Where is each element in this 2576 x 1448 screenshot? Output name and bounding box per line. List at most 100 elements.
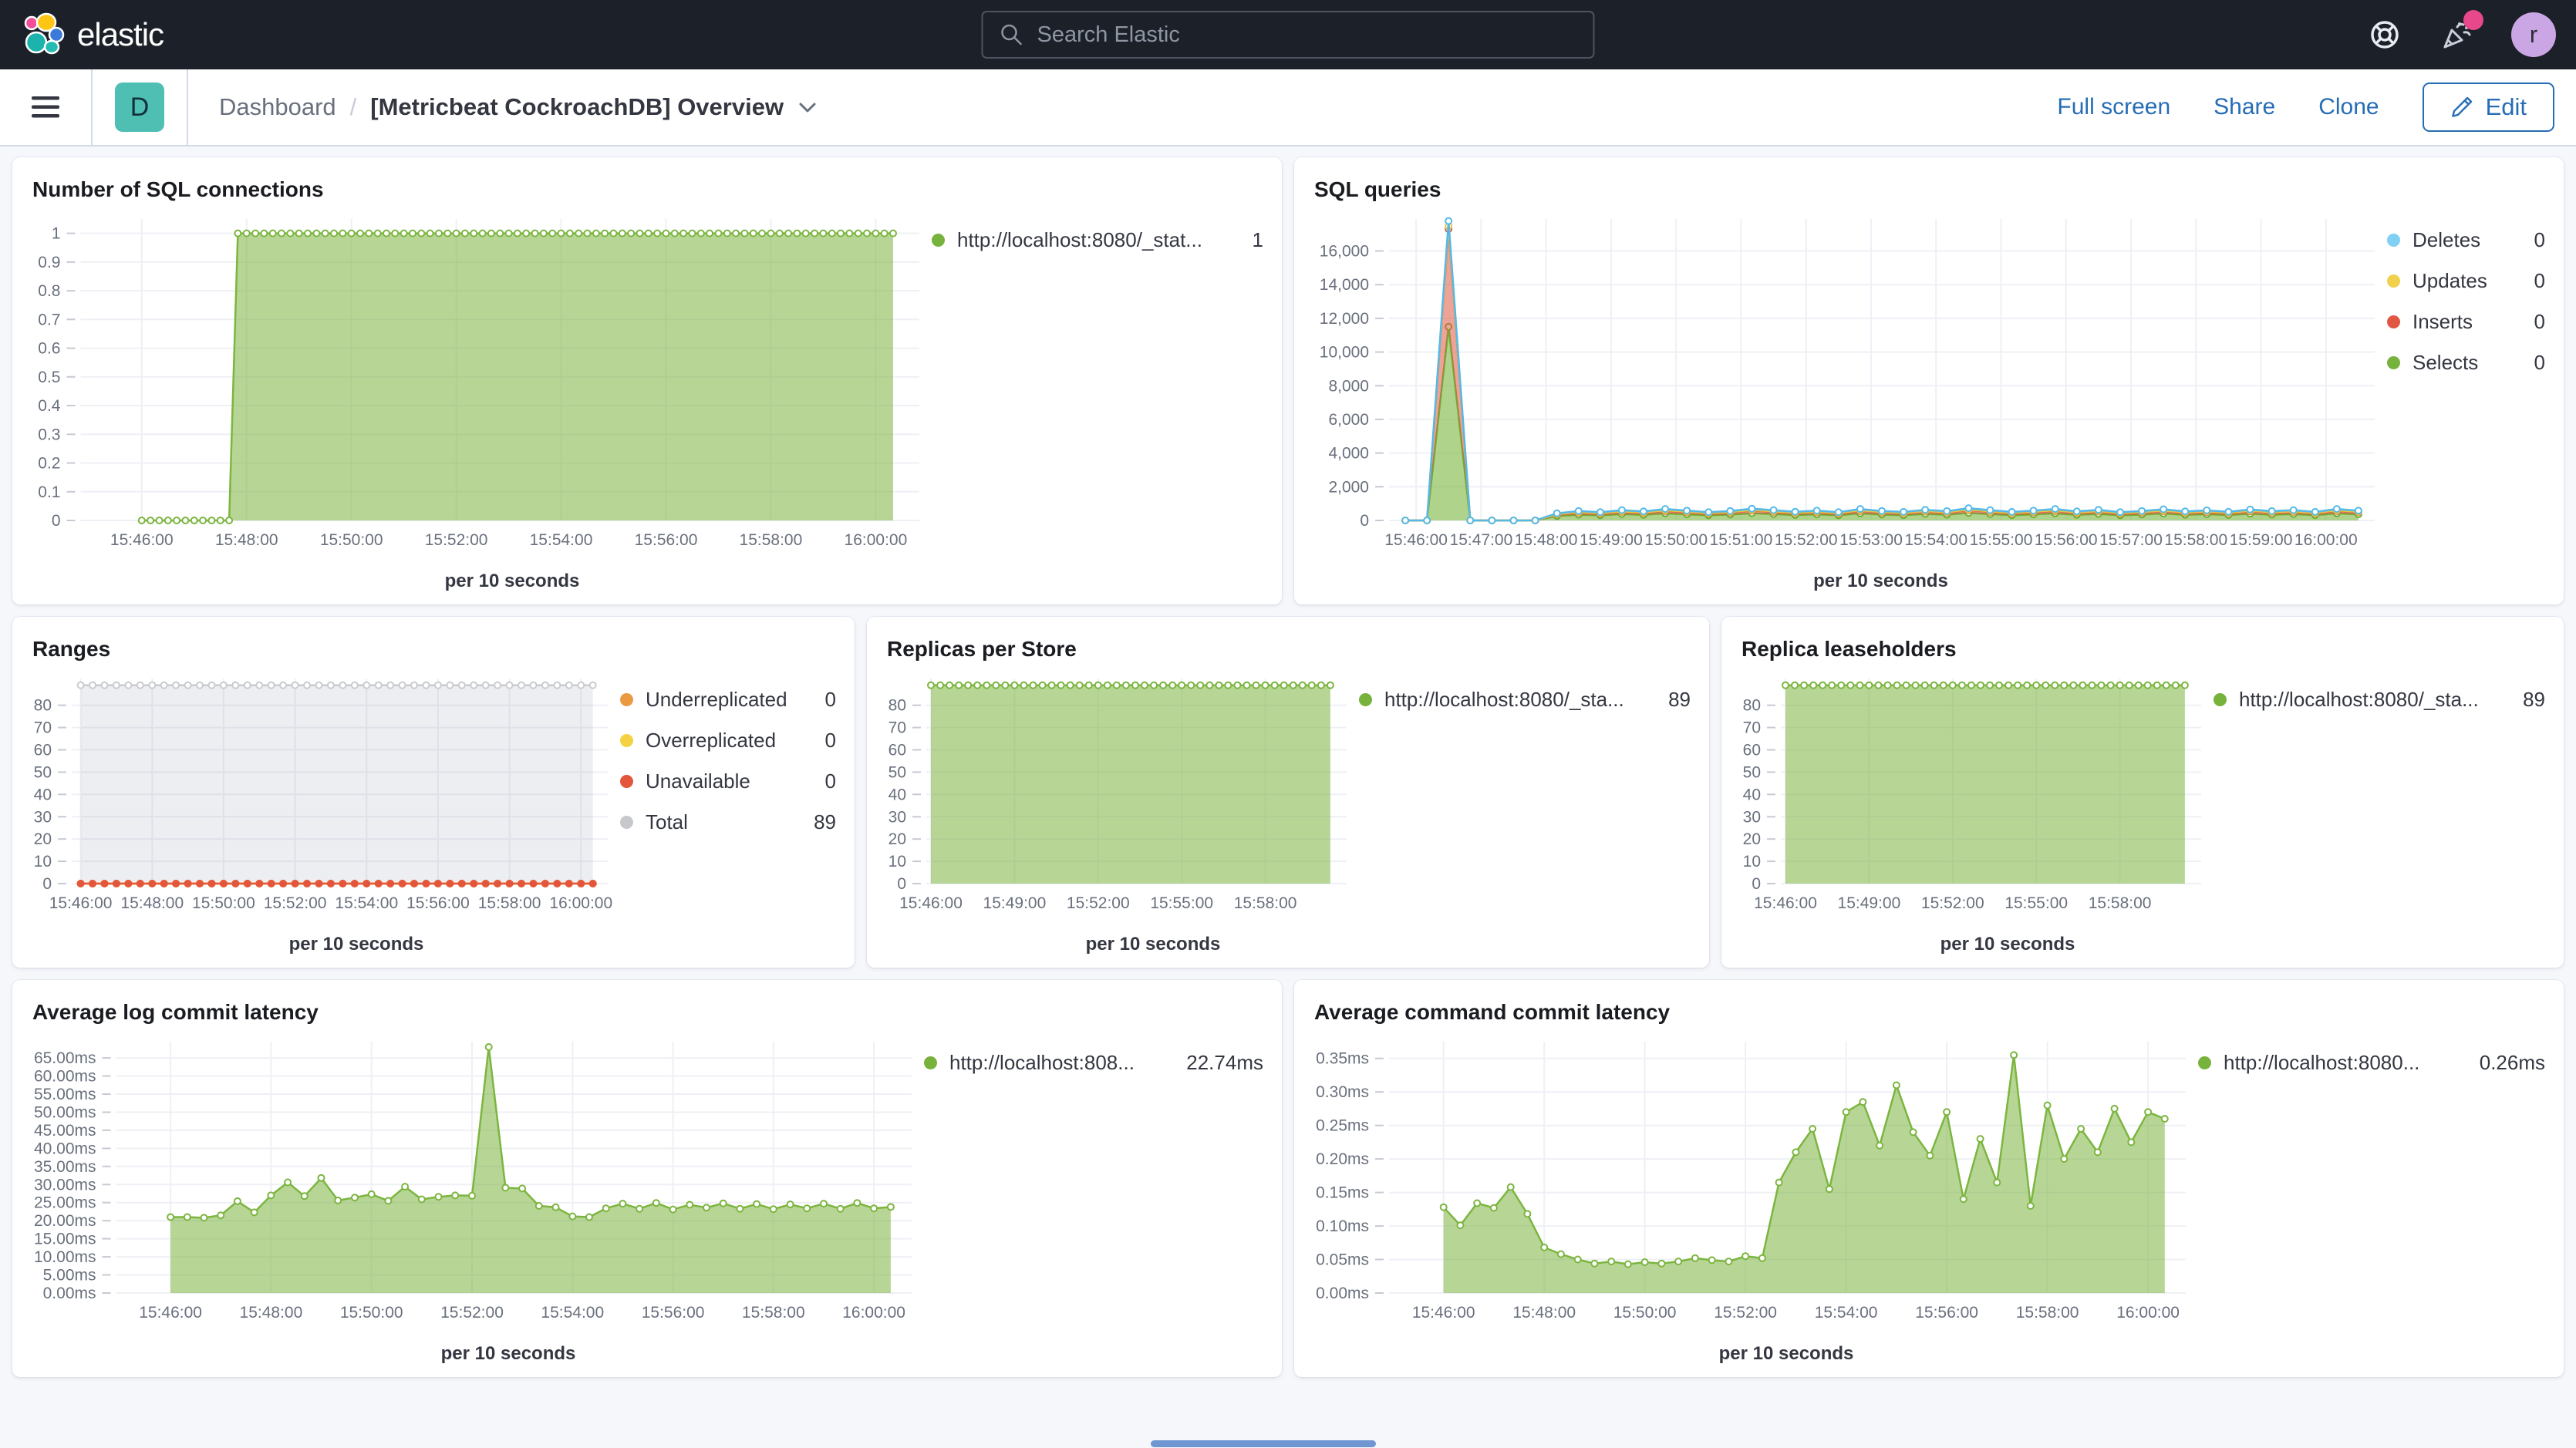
panel-title: Average command commit latency: [1314, 1000, 1671, 1024]
breadcrumb-separator: /: [349, 93, 357, 120]
svg-text:8,000: 8,000: [1328, 377, 1369, 395]
chart-legend: http://localhost:808... 22.74ms: [924, 1028, 1263, 1369]
legend-item[interactable]: http://localhost:808... 22.74ms: [924, 1051, 1263, 1075]
svg-text:50.00ms: 50.00ms: [34, 1104, 96, 1122]
svg-text:15:50:00: 15:50:00: [340, 1304, 403, 1322]
legend-item[interactable]: http://localhost:8080/_sta... 89: [2214, 688, 2545, 712]
svg-text:80: 80: [1743, 697, 1761, 715]
svg-text:60.00ms: 60.00ms: [34, 1068, 96, 1086]
svg-text:30.00ms: 30.00ms: [34, 1176, 96, 1194]
svg-text:70: 70: [888, 719, 906, 737]
svg-text:0.1: 0.1: [38, 483, 60, 501]
svg-text:15:48:00: 15:48:00: [240, 1304, 303, 1322]
svg-text:15:56:00: 15:56:00: [1915, 1304, 1978, 1322]
svg-text:4,000: 4,000: [1328, 445, 1369, 463]
replicas-per-store-chart[interactable]: 15:46:00 15:49:00 15:52:00 15:55:00 15:58:00…: [885, 665, 1359, 931]
svg-text:15:46:00: 15:46:00: [1754, 894, 1817, 912]
dashboard-grid: Number of SQL connections 15:46:00 15:48:…: [0, 146, 2576, 1388]
legend-series-value: 22.74ms: [1186, 1051, 1263, 1074]
svg-text:25.00ms: 25.00ms: [34, 1194, 96, 1212]
legend-item[interactable]: Inserts 0: [2387, 310, 2545, 334]
legend-item[interactable]: http://localhost:8080/_sta... 89: [1359, 688, 1691, 712]
user-avatar[interactable]: r: [2511, 12, 2556, 57]
svg-text:16:00:00: 16:00:00: [2116, 1304, 2180, 1322]
svg-text:15:55:00: 15:55:00: [1970, 531, 2033, 549]
edit-button[interactable]: Edit: [2422, 83, 2554, 132]
svg-text:45.00ms: 45.00ms: [34, 1122, 96, 1140]
legend-series-dot: [2387, 274, 2400, 288]
svg-text:40: 40: [34, 786, 52, 803]
svg-text:15:52:00: 15:52:00: [1921, 894, 1984, 912]
legend-series-label: Selects: [2412, 351, 2479, 374]
svg-text:15:49:00: 15:49:00: [1580, 531, 1643, 549]
svg-text:2,000: 2,000: [1328, 478, 1369, 496]
legend-item[interactable]: Overreplicated 0: [620, 729, 836, 753]
legend-series-dot: [2387, 356, 2400, 369]
full-screen-button[interactable]: Full screen: [2057, 94, 2171, 120]
ranges-chart[interactable]: 15:46:00 15:48:00 15:50:00 15:52:00 15:54:00…: [31, 665, 620, 931]
svg-text:0.2: 0.2: [38, 455, 60, 473]
legend-item[interactable]: http://localhost:8080/_stat... 1: [932, 228, 1263, 252]
command-commit-latency-chart[interactable]: 15:46:00 15:48:00 15:50:00 15:52:00 15:54:00…: [1313, 1028, 2198, 1340]
svg-text:0: 0: [1752, 875, 1761, 893]
clone-button[interactable]: Clone: [2318, 94, 2379, 120]
svg-text:15:48:00: 15:48:00: [215, 531, 278, 549]
legend-series-dot: [1359, 693, 1372, 706]
svg-text:0.5: 0.5: [38, 369, 60, 386]
replica-leaseholders-chart[interactable]: 15:46:00 15:49:00 15:52:00 15:55:00 15:58:00…: [1740, 665, 2214, 931]
elastic-logo[interactable]: elastic: [20, 12, 164, 57]
svg-text:50: 50: [1743, 763, 1761, 781]
legend-series-label: http://localhost:8080/_stat...: [957, 228, 1202, 251]
legend-series-value: 0: [824, 688, 836, 711]
svg-text:15:46:00: 15:46:00: [49, 894, 113, 912]
svg-text:0.10ms: 0.10ms: [1316, 1217, 1369, 1235]
app-header: elastic Search Elastic: [0, 0, 2576, 69]
svg-text:20: 20: [1743, 830, 1761, 848]
legend-item[interactable]: Updates 0: [2387, 269, 2545, 293]
horizontal-scrollbar[interactable]: [1151, 1440, 1376, 1447]
log-commit-latency-chart[interactable]: 15:46:00 15:48:00 15:50:00 15:52:00 15:54:00…: [31, 1028, 924, 1340]
svg-text:15:58:00: 15:58:00: [2016, 1304, 2079, 1322]
svg-text:15:54:00: 15:54:00: [335, 894, 398, 912]
legend-item[interactable]: Underreplicated 0: [620, 688, 836, 712]
share-button[interactable]: Share: [2214, 94, 2276, 120]
svg-text:0.4: 0.4: [38, 397, 61, 415]
panel-title: Replicas per Store: [887, 637, 1077, 661]
svg-text:15:52:00: 15:52:00: [264, 894, 327, 912]
panel-average-command-commit-latency: Average command commit latency 15:46:00 1…: [1294, 980, 2564, 1377]
svg-text:50: 50: [888, 763, 906, 781]
legend-item[interactable]: Total 89: [620, 810, 836, 834]
chevron-down-icon[interactable]: [797, 100, 818, 114]
legend-item[interactable]: Deletes 0: [2387, 228, 2545, 252]
chart-legend: Underreplicated 0 Overreplicated 0 Unavailab…: [620, 665, 836, 960]
sql-queries-chart[interactable]: 15:46:00 15:47:00 15:48:00 15:49:00 15:50:00…: [1313, 205, 2387, 567]
x-axis-title: per 10 seconds: [1813, 571, 1948, 591]
svg-text:15:50:00: 15:50:00: [192, 894, 255, 912]
svg-text:60: 60: [1743, 742, 1761, 759]
menu-button[interactable]: [0, 69, 91, 145]
legend-series-label: Updates: [2412, 269, 2487, 292]
svg-text:10.00ms: 10.00ms: [34, 1248, 96, 1266]
global-search-input[interactable]: Search Elastic: [981, 11, 1595, 59]
help-button[interactable]: [2366, 16, 2403, 53]
dashboard-badge[interactable]: D: [115, 83, 164, 132]
svg-text:15:58:00: 15:58:00: [2164, 531, 2227, 549]
legend-series-dot: [620, 816, 633, 829]
svg-text:0: 0: [42, 875, 52, 893]
svg-text:15:56:00: 15:56:00: [2035, 531, 2098, 549]
legend-item[interactable]: Unavailable 0: [620, 769, 836, 793]
legend-series-dot: [2387, 234, 2400, 247]
svg-text:15:50:00: 15:50:00: [320, 531, 383, 549]
sql-connections-chart[interactable]: 15:46:00 15:48:00 15:50:00 15:52:00 15:54:00…: [31, 205, 932, 567]
svg-text:15:56:00: 15:56:00: [406, 894, 470, 912]
newsfeed-button[interactable]: [2439, 10, 2483, 53]
x-axis-title: per 10 seconds: [440, 1343, 576, 1364]
legend-item[interactable]: Selects 0: [2387, 351, 2545, 375]
svg-text:60: 60: [34, 742, 52, 759]
svg-text:0.6: 0.6: [38, 340, 60, 358]
legend-item[interactable]: http://localhost:8080... 0.26ms: [2198, 1051, 2545, 1075]
svg-text:15:46:00: 15:46:00: [110, 531, 174, 549]
panel-number-of-sql-connections: Number of SQL connections 15:46:00 15:48:…: [12, 157, 1282, 604]
svg-text:15:58:00: 15:58:00: [742, 1304, 805, 1322]
breadcrumb-dashboard[interactable]: Dashboard: [219, 93, 336, 120]
